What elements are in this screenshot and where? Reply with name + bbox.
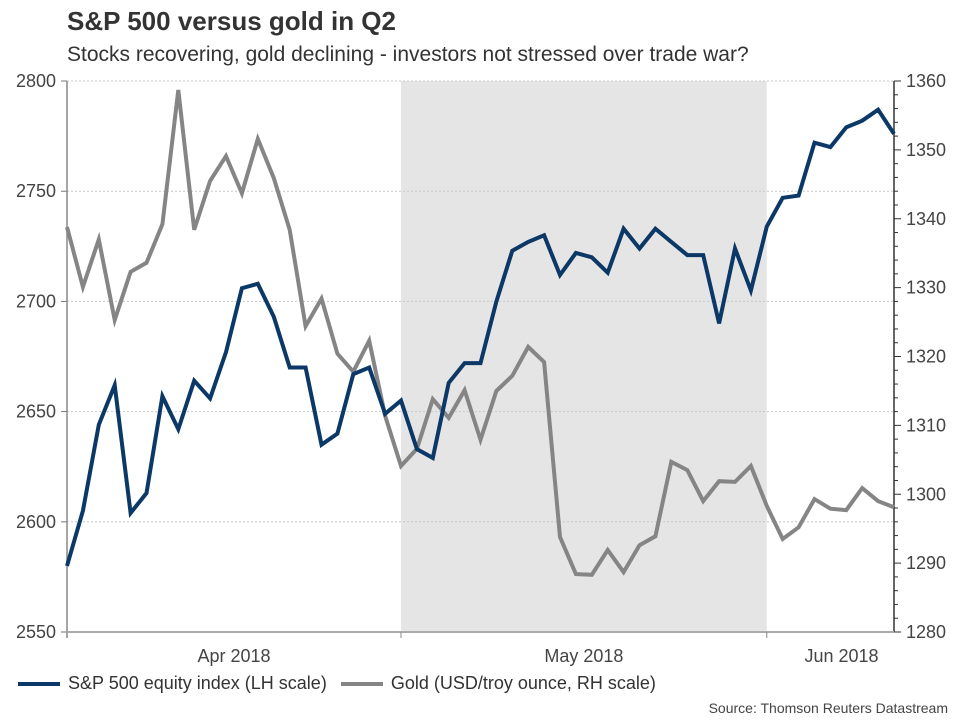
left-tick-label: 2750 [16,181,56,201]
right-tick-label: 1320 [906,347,946,367]
right-tick-label: 1310 [906,415,946,435]
gold-line [65,89,895,577]
source-note: Source: Thomson Reuters Datastream [708,700,948,716]
left-tick-label: 2650 [16,402,56,422]
x-tick-label: May 2018 [544,646,623,666]
legend: S&P 500 equity index (LH scale) Gold (US… [18,673,670,694]
x-tick-label: Apr 2018 [197,646,270,666]
right-tick-label: 1360 [906,71,946,91]
legend-item-gold: Gold (USD/troy ounce, RH scale) [340,673,656,694]
legend-swatch-gold [340,681,383,686]
shaded-period-may [400,81,767,632]
legend-item-sp500: S&P 500 equity index (LH scale) [18,673,327,694]
right-tick-label: 1300 [906,484,946,504]
right-tick-label: 1350 [906,140,946,160]
legend-label-sp500: S&P 500 equity index (LH scale) [68,673,327,693]
legend-swatch-sp500 [18,681,60,686]
chart-title: S&P 500 versus gold in Q2 [67,6,396,36]
right-tick-label: 1280 [906,622,946,642]
left-tick-label: 2800 [16,71,56,91]
sp500-line [65,106,896,567]
right-tick-label: 1330 [906,278,946,298]
x-tick-label: Jun 2018 [804,646,878,666]
left-tick-label: 2550 [16,622,56,642]
right-tick-label: 1340 [906,209,946,229]
left-tick-label: 2600 [16,512,56,532]
chart-subtitle: Stocks recovering, gold declining - inve… [67,43,749,66]
left-tick-label: 2700 [16,291,56,311]
right-tick-label: 1290 [906,553,946,573]
legend-label-gold: Gold (USD/troy ounce, RH scale) [390,673,656,693]
